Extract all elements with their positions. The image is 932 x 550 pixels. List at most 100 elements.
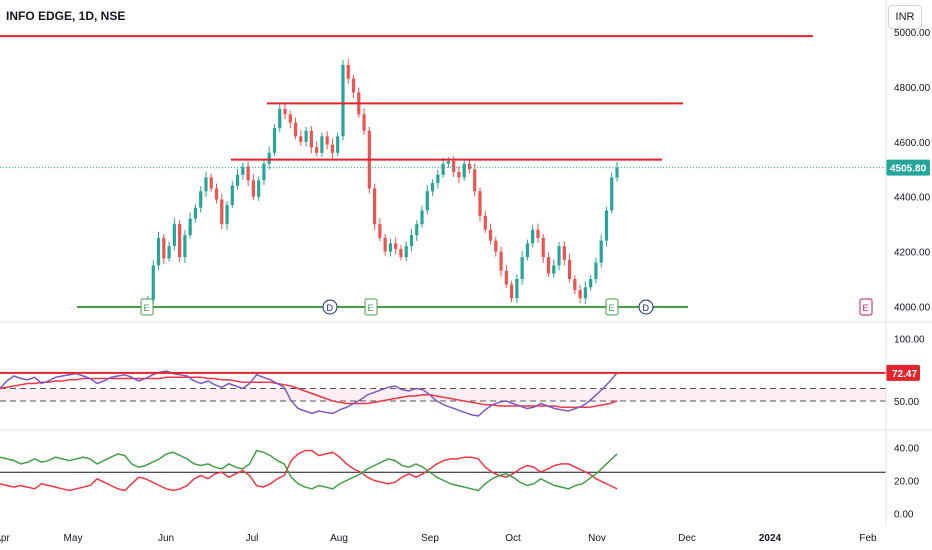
candle bbox=[467, 163, 472, 170]
time-axis-label: Nov bbox=[588, 533, 606, 544]
candle bbox=[167, 246, 171, 259]
rsi-ma-line bbox=[0, 376, 618, 409]
candle bbox=[525, 243, 530, 258]
candle bbox=[562, 246, 566, 260]
candle bbox=[272, 128, 277, 153]
candle bbox=[246, 166, 250, 181]
candle bbox=[151, 265, 155, 300]
candle bbox=[457, 172, 461, 178]
candle bbox=[172, 224, 176, 247]
earnings-marker bbox=[140, 298, 154, 316]
candle bbox=[536, 229, 540, 238]
time-axis-label: Jun bbox=[158, 533, 174, 544]
currency-button[interactable]: INR bbox=[888, 5, 922, 29]
candle bbox=[372, 188, 377, 225]
earnings-marker-label: E bbox=[863, 303, 869, 313]
candle bbox=[488, 229, 493, 241]
candle bbox=[241, 166, 245, 175]
candle bbox=[409, 235, 414, 247]
price-scale-label: 4200.00 bbox=[894, 248, 931, 259]
rsi-scale-label: 100.00 bbox=[894, 335, 925, 346]
candle bbox=[452, 161, 456, 172]
candle bbox=[351, 78, 356, 93]
price-scale-label: 5000.00 bbox=[894, 28, 931, 39]
earnings-marker-label: E bbox=[609, 303, 615, 313]
last-price-label: 4505.80 bbox=[890, 164, 927, 175]
candle bbox=[204, 177, 208, 192]
price-scale-label: 4400.00 bbox=[894, 193, 931, 204]
time-axis-label: Apr bbox=[0, 533, 10, 544]
candle bbox=[320, 136, 324, 153]
candle bbox=[336, 136, 340, 153]
candle bbox=[504, 270, 508, 285]
rsi-pane: 100.00 50.00 72.47 bbox=[0, 335, 932, 431]
candle bbox=[315, 147, 319, 153]
rsi-band bbox=[0, 388, 886, 401]
candle bbox=[441, 163, 445, 175]
candle bbox=[604, 210, 609, 241]
candle bbox=[304, 130, 308, 142]
earnings-marker bbox=[859, 298, 873, 316]
earnings-marker bbox=[364, 298, 378, 316]
time-axis: Apr May Jun Jul Aug Sep Oct Nov Dec 2024 Feb bbox=[0, 0, 887, 544]
candle bbox=[599, 240, 603, 263]
candle bbox=[235, 174, 240, 186]
price-scale-label: 4000.00 bbox=[894, 303, 931, 314]
time-axis-label: Jul bbox=[246, 533, 259, 544]
candle bbox=[262, 163, 266, 181]
candle bbox=[156, 237, 161, 266]
time-axis-label: Oct bbox=[505, 533, 521, 544]
candle bbox=[293, 122, 298, 137]
dividend-marker bbox=[322, 299, 338, 315]
candle bbox=[415, 224, 419, 236]
earnings-marker bbox=[605, 298, 619, 316]
candle bbox=[510, 284, 514, 299]
candle bbox=[341, 64, 345, 137]
rsi-last-badge bbox=[886, 364, 920, 381]
dmi-pane: 40.00 20.00 0.00 bbox=[0, 443, 919, 521]
candle bbox=[546, 257, 551, 274]
price-pane: 5000.00 4800.00 4600.00 4400.00 4200.00 4000.… bbox=[0, 28, 932, 323]
candle bbox=[199, 191, 203, 208]
candle bbox=[404, 246, 408, 258]
candle bbox=[330, 144, 335, 153]
candle bbox=[483, 215, 487, 230]
candle bbox=[499, 251, 503, 271]
candle bbox=[531, 229, 535, 244]
dividend-marker bbox=[638, 299, 654, 315]
time-axis-label: Aug bbox=[330, 533, 348, 544]
candle bbox=[520, 257, 524, 280]
candle bbox=[583, 287, 587, 299]
candle bbox=[557, 246, 561, 266]
price-scale-label: 4600.00 bbox=[894, 138, 931, 149]
candle bbox=[251, 180, 255, 197]
earnings-marker-label: E bbox=[368, 303, 374, 313]
candle bbox=[420, 210, 424, 225]
candle bbox=[362, 114, 366, 131]
dmi-scale-label: 20.00 bbox=[894, 476, 919, 487]
candle bbox=[578, 290, 582, 299]
candle bbox=[436, 174, 440, 183]
candle bbox=[378, 224, 382, 238]
candle bbox=[573, 279, 577, 291]
dmi-scale-label: 0.00 bbox=[894, 510, 914, 521]
candle bbox=[257, 180, 261, 197]
candle bbox=[394, 243, 398, 249]
candle bbox=[589, 279, 593, 288]
chart-title: INFO EDGE, 1D, NSE bbox=[6, 9, 126, 23]
candle bbox=[288, 114, 292, 123]
candle bbox=[541, 237, 545, 258]
time-axis-label: May bbox=[64, 533, 83, 544]
candle bbox=[214, 188, 219, 200]
candle bbox=[183, 235, 187, 258]
candle bbox=[346, 64, 350, 79]
candle bbox=[615, 167, 619, 178]
candle bbox=[193, 207, 198, 219]
candle bbox=[162, 237, 166, 259]
time-axis-label: Feb bbox=[859, 533, 877, 544]
candle bbox=[188, 218, 192, 236]
candle bbox=[567, 259, 572, 280]
candle bbox=[610, 177, 614, 211]
candle bbox=[478, 191, 482, 216]
dividend-marker-label: D bbox=[643, 303, 650, 313]
